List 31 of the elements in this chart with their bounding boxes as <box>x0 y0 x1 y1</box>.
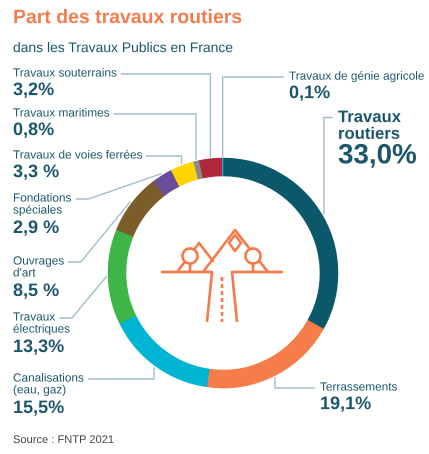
slice-label: Travaux de génie agricole <box>289 71 424 82</box>
data-label: 3,2% <box>13 82 54 98</box>
data-label: 15,5% <box>14 400 64 416</box>
slice-label: Travaux électriques <box>13 312 70 336</box>
donut-slice <box>108 229 136 324</box>
donut-slice <box>193 160 204 180</box>
slice-label: Travaux souterrains <box>13 68 116 77</box>
source-note: Source : FNTP 2021 <box>14 435 114 444</box>
data-label: 33,0% <box>338 144 416 168</box>
donut-slice <box>116 181 165 237</box>
donut-slice <box>153 170 180 196</box>
donut-slice <box>171 162 198 187</box>
slice-label: Travaux maritimes <box>13 108 110 117</box>
slice-label: Ouvrages d'art <box>13 256 64 277</box>
data-label: 19,1% <box>321 396 371 412</box>
data-label: 0,8% <box>14 122 54 138</box>
data-label: 3,3 % <box>13 164 59 180</box>
data-label: 2,9 % <box>14 220 59 236</box>
slice-label: Terrassements <box>320 382 397 391</box>
slice-label: Travaux routiers <box>338 110 401 139</box>
chart-subtitle: dans les Travaux Publics en France <box>14 42 232 52</box>
chart-title: Part des travaux routiers <box>14 9 242 24</box>
data-label: 8,5 % <box>14 283 59 299</box>
data-label: 13,3% <box>14 339 64 355</box>
slice-label: Fondations spéciales <box>13 193 71 216</box>
slice-label: Travaux de voies ferrées <box>13 150 142 159</box>
slice-label: Canalisations (eau, gaz) <box>14 373 84 396</box>
data-label: 0,1% <box>290 85 330 101</box>
donut-slice <box>198 158 223 178</box>
donut-slice <box>222 158 338 330</box>
donut-slice <box>119 315 210 388</box>
